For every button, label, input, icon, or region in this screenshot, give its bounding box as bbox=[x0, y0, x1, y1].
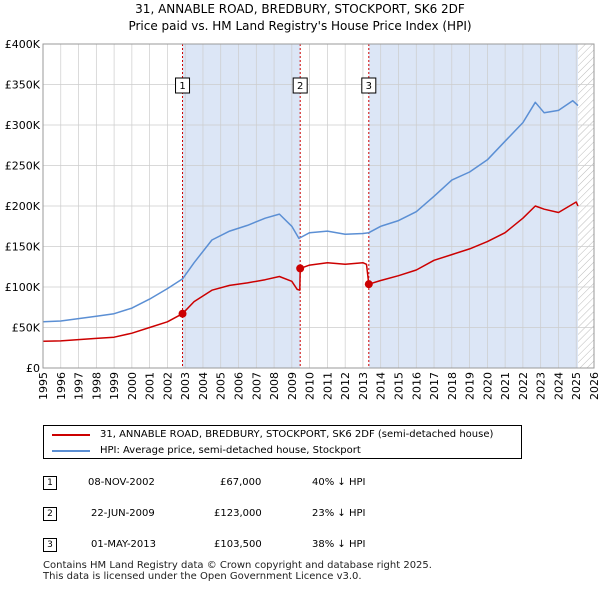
sale-number-label: 1 bbox=[179, 81, 185, 92]
sale-point bbox=[364, 280, 373, 289]
x-tick-label: 2007 bbox=[250, 372, 263, 400]
x-tick-label: 2016 bbox=[410, 372, 423, 400]
transaction-date: 08-NOV-2002 bbox=[88, 477, 155, 488]
transaction-price: £123,000 bbox=[214, 508, 262, 519]
legend-swatch-hpi bbox=[52, 450, 90, 452]
x-tick-label: 2018 bbox=[446, 372, 459, 400]
y-tick-label: £200K bbox=[5, 200, 41, 213]
y-tick-label: £50K bbox=[12, 322, 41, 335]
x-tick-label: 2019 bbox=[464, 372, 477, 400]
x-tick-label: 2004 bbox=[197, 372, 210, 400]
transaction-hpi-diff: 40% ↓ HPI bbox=[312, 477, 366, 488]
footer-licence: This data is licensed under the Open Gov… bbox=[43, 571, 362, 582]
x-tick-label: 1999 bbox=[108, 372, 121, 400]
table-row: 1 08-NOV-2002 £67,000 40% ↓ HPI bbox=[0, 474, 600, 492]
price-chart: £0 £50K £100K £150K £200K £250K £300K £350K £400… bbox=[5, 38, 600, 400]
x-tick-label: 2009 bbox=[286, 372, 299, 400]
legend-swatch-price-paid bbox=[52, 434, 90, 436]
chart-subtitle: Price paid vs. HM Land Registry's House … bbox=[128, 19, 472, 33]
x-tick-label: 2001 bbox=[144, 372, 157, 400]
x-tick-label: 1996 bbox=[55, 372, 68, 400]
y-tick-label: £0 bbox=[26, 362, 40, 375]
sale-point bbox=[178, 309, 187, 318]
y-tick-label: £350K bbox=[5, 79, 41, 92]
sale-point bbox=[296, 264, 305, 273]
transaction-hpi-diff: 38% ↓ HPI bbox=[312, 539, 366, 550]
transaction-price: £67,000 bbox=[220, 477, 262, 488]
chart-title: 31, ANNABLE ROAD, BREDBURY, STOCKPORT, S… bbox=[135, 2, 465, 16]
x-tick-label: 2021 bbox=[499, 372, 512, 400]
x-tick-label: 2022 bbox=[517, 372, 530, 400]
y-tick-label: £300K bbox=[5, 119, 41, 132]
plot-border bbox=[42, 43, 595, 369]
y-tick-label: £400K bbox=[5, 38, 41, 51]
sale-number-box bbox=[175, 77, 191, 94]
x-tick-label: 2010 bbox=[304, 372, 317, 400]
transaction-number-badge: 3 bbox=[43, 538, 57, 552]
x-tick-label: 2002 bbox=[161, 372, 174, 400]
transaction-hpi-diff: 23% ↓ HPI bbox=[312, 508, 366, 519]
sale-number-box bbox=[292, 77, 308, 94]
legend-label-price-paid: 31, ANNABLE ROAD, BREDBURY, STOCKPORT, S… bbox=[100, 429, 494, 440]
x-tick-label: 2026 bbox=[588, 372, 600, 400]
transaction-date: 22-JUN-2009 bbox=[91, 508, 155, 519]
x-tick-label: 2023 bbox=[535, 372, 548, 400]
x-tick-label: 2008 bbox=[268, 372, 281, 400]
x-tick-label: 2005 bbox=[215, 372, 228, 400]
price-paid-line bbox=[42, 201, 579, 343]
sale-number-label: 3 bbox=[366, 81, 372, 92]
x-tick-label: 2020 bbox=[481, 372, 494, 400]
legend-label-hpi: HPI: Average price, semi-detached house,… bbox=[100, 445, 361, 456]
x-tick-label: 2015 bbox=[392, 372, 405, 400]
y-tick-label: £250K bbox=[5, 160, 41, 173]
x-tick-label: 2003 bbox=[179, 372, 192, 400]
transaction-price: £103,500 bbox=[214, 539, 262, 550]
x-tick-label: 2013 bbox=[357, 372, 370, 400]
x-tick-label: 2014 bbox=[375, 372, 388, 400]
x-tick-label: 2000 bbox=[126, 372, 139, 400]
x-tick-label: 2011 bbox=[321, 372, 334, 400]
sale-number-label: 2 bbox=[297, 81, 303, 92]
x-tick-label: 1995 bbox=[37, 372, 50, 400]
x-tick-label: 2006 bbox=[233, 372, 246, 400]
sale-number-box bbox=[361, 77, 377, 94]
x-tick-label: 2025 bbox=[570, 372, 583, 400]
x-tick-label: 2017 bbox=[428, 372, 441, 400]
table-row: 2 22-JUN-2009 £123,000 23% ↓ HPI bbox=[0, 505, 600, 523]
y-tick-label: £150K bbox=[5, 241, 41, 254]
legend: 31, ANNABLE ROAD, BREDBURY, STOCKPORT, S… bbox=[43, 425, 522, 459]
x-tick-label: 2012 bbox=[339, 372, 352, 400]
x-tick-label: 1997 bbox=[73, 372, 86, 400]
hpi-line bbox=[42, 99, 579, 323]
transaction-number-badge: 1 bbox=[43, 476, 57, 490]
y-tick-label: £100K bbox=[5, 281, 41, 294]
x-tick-label: 2024 bbox=[552, 372, 565, 400]
table-row: 3 01-MAY-2013 £103,500 38% ↓ HPI bbox=[0, 536, 600, 554]
footer-copyright: Contains HM Land Registry data © Crown c… bbox=[43, 560, 432, 571]
x-tick-label: 1998 bbox=[90, 372, 103, 400]
transaction-number-badge: 2 bbox=[43, 507, 57, 521]
transaction-date: 01-MAY-2013 bbox=[91, 539, 157, 550]
